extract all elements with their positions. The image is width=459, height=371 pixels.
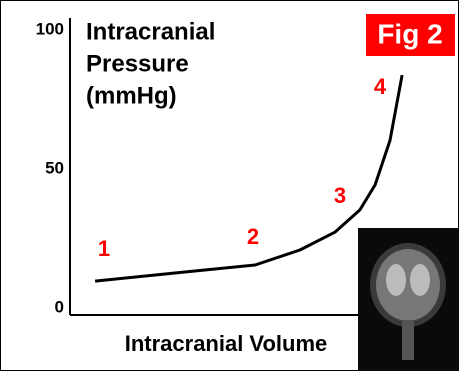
y-axis-label: (mmHg) (86, 82, 177, 109)
y-tick-label: 0 (55, 297, 64, 316)
chart: Fig 2 Intracranial Volume 0 50 100 Intracra… (0, 0, 459, 371)
page: {"chart_data": { "type": "line", "title"… (0, 0, 459, 371)
annotation: 2 (247, 224, 259, 249)
mri-brainstem (402, 320, 414, 360)
mri-hemisphere (410, 264, 430, 296)
mri-image (358, 228, 459, 371)
y-tick-label: 50 (45, 158, 64, 177)
annotation: 4 (374, 74, 387, 99)
mri-brain (376, 249, 440, 321)
annotation: 1 (98, 236, 110, 261)
annotation: 3 (334, 183, 346, 208)
mri-hemisphere (386, 264, 406, 296)
y-axis-label: Intracranial (86, 18, 215, 45)
x-axis-label: Intracranial Volume (125, 331, 328, 356)
y-axis-label: Pressure (86, 50, 189, 77)
chart-title: Fig 2 (377, 18, 442, 49)
y-tick-label: 100 (36, 19, 64, 38)
